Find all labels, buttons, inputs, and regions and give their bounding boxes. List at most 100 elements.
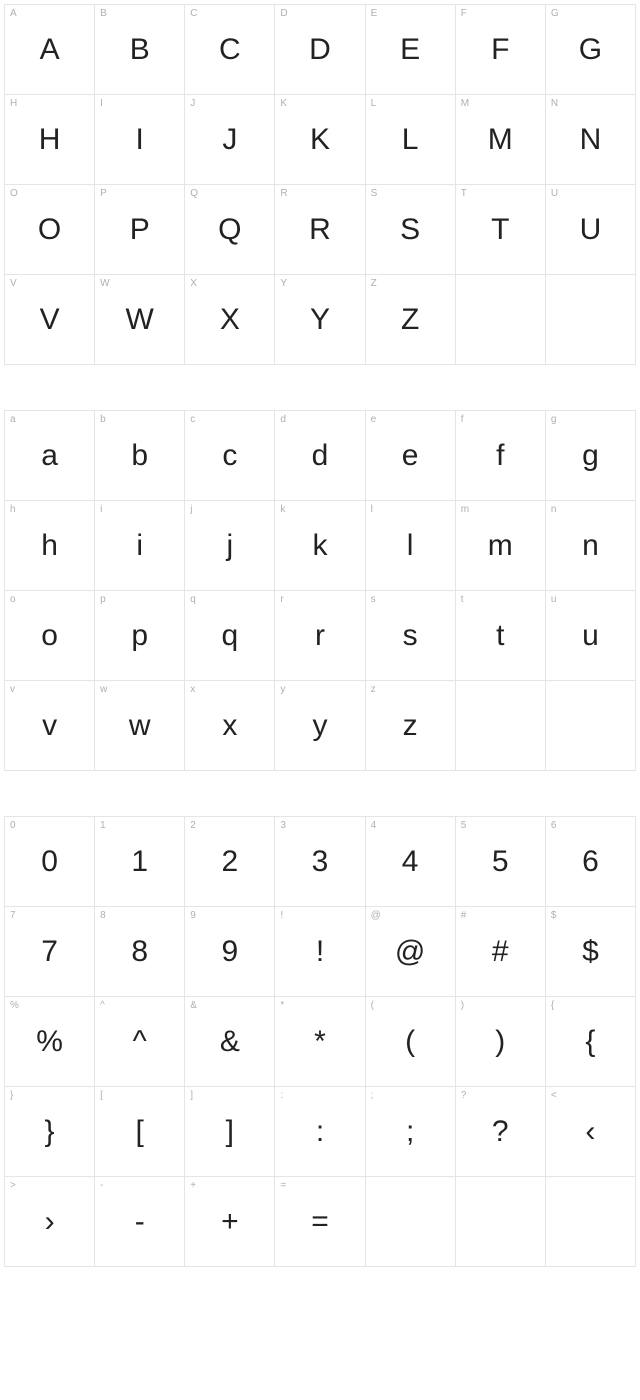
glyph-cell[interactable]: qq [185, 591, 275, 681]
glyph-cell[interactable]: !! [275, 907, 365, 997]
glyph-cell[interactable]: >› [5, 1177, 95, 1267]
glyph-label: u [551, 594, 557, 605]
glyph-cell[interactable]: $$ [546, 907, 636, 997]
glyph-cell[interactable]: GG [546, 5, 636, 95]
glyph-display: v [42, 711, 57, 741]
glyph-cell[interactable]: QQ [185, 185, 275, 275]
glyph-cell[interactable]: EE [366, 5, 456, 95]
glyph-cell[interactable]: BB [95, 5, 185, 95]
glyph-cell[interactable]: @@ [366, 907, 456, 997]
glyph-cell[interactable]: mm [456, 501, 546, 591]
glyph-cell[interactable]: ee [366, 411, 456, 501]
glyph-display: U [580, 215, 602, 245]
glyph-cell[interactable]: == [275, 1177, 365, 1267]
glyph-display: % [36, 1027, 63, 1057]
glyph-cell[interactable]: FF [456, 5, 546, 95]
glyph-cell[interactable]: MM [456, 95, 546, 185]
glyph-label: B [100, 8, 107, 19]
glyph-cell[interactable]: JJ [185, 95, 275, 185]
glyph-cell[interactable]: 88 [95, 907, 185, 997]
glyph-cell[interactable]: ?? [456, 1087, 546, 1177]
glyph-cell[interactable]: SS [366, 185, 456, 275]
glyph-cell[interactable]: LL [366, 95, 456, 185]
glyph-cell[interactable]: UU [546, 185, 636, 275]
glyph-cell[interactable]: ss [366, 591, 456, 681]
glyph-display: ) [495, 1027, 505, 1057]
glyph-cell[interactable]: ff [456, 411, 546, 501]
glyph-cell[interactable]: [[ [95, 1087, 185, 1177]
glyph-cell[interactable]: 33 [275, 817, 365, 907]
glyph-cell[interactable]: {{ [546, 997, 636, 1087]
glyph-cell[interactable]: xx [185, 681, 275, 771]
glyph-display: + [221, 1207, 239, 1237]
glyph-cell[interactable]: WW [95, 275, 185, 365]
glyph-cell[interactable]: YY [275, 275, 365, 365]
glyph-cell[interactable]: ww [95, 681, 185, 771]
glyph-cell[interactable]: kk [275, 501, 365, 591]
glyph-cell[interactable]: 22 [185, 817, 275, 907]
glyph-display: k [312, 531, 327, 561]
glyph-cell[interactable]: HH [5, 95, 95, 185]
glyph-cell[interactable]: AA [5, 5, 95, 95]
glyph-cell[interactable]: dd [275, 411, 365, 501]
glyph-cell[interactable]: zz [366, 681, 456, 771]
glyph-cell[interactable]: ZZ [366, 275, 456, 365]
glyph-cell[interactable]: :: [275, 1087, 365, 1177]
glyph-cell[interactable]: DD [275, 5, 365, 95]
glyph-cell[interactable]: jj [185, 501, 275, 591]
glyph-cell[interactable]: }} [5, 1087, 95, 1177]
glyph-cell[interactable]: 66 [546, 817, 636, 907]
glyph-label: d [280, 414, 286, 425]
glyph-cell[interactable]: aa [5, 411, 95, 501]
glyph-cell[interactable]: <‹ [546, 1087, 636, 1177]
glyph-cell[interactable]: oo [5, 591, 95, 681]
glyph-cell[interactable]: hh [5, 501, 95, 591]
glyph-cell[interactable]: bb [95, 411, 185, 501]
glyph-cell[interactable]: 11 [95, 817, 185, 907]
glyph-label: ) [461, 1000, 464, 1011]
glyph-cell[interactable]: gg [546, 411, 636, 501]
glyph-cell[interactable]: ll [366, 501, 456, 591]
glyph-cell[interactable]: ;; [366, 1087, 456, 1177]
glyph-cell[interactable]: NN [546, 95, 636, 185]
glyph-cell[interactable]: VV [5, 275, 95, 365]
glyph-cell[interactable]: ++ [185, 1177, 275, 1267]
glyph-cell[interactable]: PP [95, 185, 185, 275]
glyph-cell[interactable]: vv [5, 681, 95, 771]
glyph-cell[interactable]: ** [275, 997, 365, 1087]
glyph-cell[interactable]: %% [5, 997, 95, 1087]
glyph-cell[interactable]: ii [95, 501, 185, 591]
glyph-cell[interactable]: 55 [456, 817, 546, 907]
glyph-cell[interactable]: TT [456, 185, 546, 275]
glyph-label: $ [551, 910, 557, 921]
glyph-cell[interactable]: RR [275, 185, 365, 275]
glyph-display: › [45, 1207, 55, 1237]
glyph-label: ? [461, 1090, 467, 1101]
glyph-cell[interactable]: )) [456, 997, 546, 1087]
glyph-cell[interactable]: -- [95, 1177, 185, 1267]
glyph-cell[interactable]: yy [275, 681, 365, 771]
glyph-cell[interactable]: II [95, 95, 185, 185]
glyph-cell[interactable]: XX [185, 275, 275, 365]
glyph-cell[interactable]: pp [95, 591, 185, 681]
glyph-display: n [582, 531, 599, 561]
glyph-cell[interactable]: 99 [185, 907, 275, 997]
glyph-label: 2 [190, 820, 196, 831]
glyph-cell[interactable]: && [185, 997, 275, 1087]
glyph-cell[interactable]: ^^ [95, 997, 185, 1087]
glyph-cell[interactable]: 44 [366, 817, 456, 907]
glyph-cell[interactable]: KK [275, 95, 365, 185]
glyph-cell[interactable]: 00 [5, 817, 95, 907]
glyph-cell[interactable]: rr [275, 591, 365, 681]
glyph-cell[interactable]: OO [5, 185, 95, 275]
glyph-cell[interactable]: (( [366, 997, 456, 1087]
glyph-cell[interactable]: 77 [5, 907, 95, 997]
glyph-cell[interactable]: ## [456, 907, 546, 997]
glyph-cell[interactable]: uu [546, 591, 636, 681]
glyph-cell[interactable]: tt [456, 591, 546, 681]
glyph-cell[interactable]: CC [185, 5, 275, 95]
glyph-cell[interactable]: ]] [185, 1087, 275, 1177]
glyph-cell[interactable]: cc [185, 411, 275, 501]
glyph-cell[interactable]: nn [546, 501, 636, 591]
glyph-display: M [488, 125, 513, 155]
